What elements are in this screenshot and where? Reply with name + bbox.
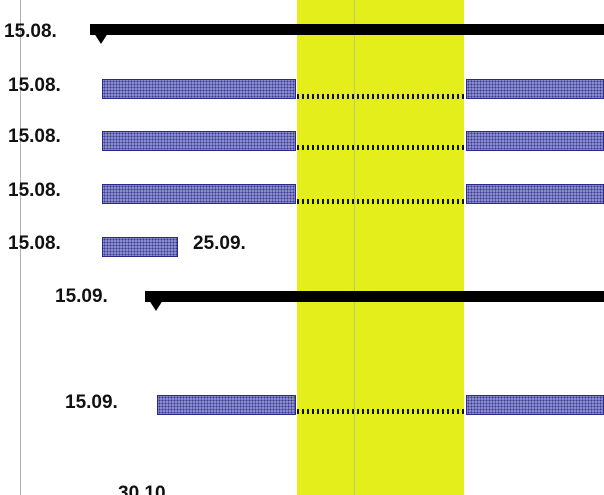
task-bar-segment[interactable] xyxy=(102,131,296,151)
task-start-label: 15.08. xyxy=(8,75,61,96)
task-bar[interactable] xyxy=(102,237,178,257)
task-bar-segment[interactable] xyxy=(466,184,604,204)
task-bar-segment[interactable] xyxy=(466,395,604,415)
task-bar-segment[interactable] xyxy=(157,395,296,415)
task-bar-segment[interactable] xyxy=(466,131,604,151)
task-start-label: 30.10. xyxy=(118,483,171,495)
summary-bar[interactable] xyxy=(90,24,604,35)
task-end-label: 25.09. xyxy=(193,233,246,254)
task-start-label: 15.09. xyxy=(65,392,118,413)
timeline-left-border xyxy=(20,0,21,495)
task-bar-segment[interactable] xyxy=(102,184,296,204)
task-split-indicator xyxy=(297,199,464,204)
summary-start-marker-icon xyxy=(147,291,165,311)
task-start-label: 15.08. xyxy=(8,126,61,147)
summary-bar[interactable] xyxy=(145,291,604,302)
task-start-label: 15.08. xyxy=(8,180,61,201)
time-gridline xyxy=(354,0,355,495)
task-split-indicator xyxy=(297,145,464,150)
task-split-indicator xyxy=(297,94,464,99)
summary-start-label: 15.08. xyxy=(4,21,57,42)
highlighted-time-range xyxy=(297,0,464,495)
task-start-label: 15.08. xyxy=(8,233,61,254)
summary-start-label: 15.09. xyxy=(55,286,108,307)
summary-start-marker-icon xyxy=(92,24,110,44)
task-split-indicator xyxy=(297,409,464,414)
task-bar-segment[interactable] xyxy=(102,79,296,99)
task-bar-segment[interactable] xyxy=(466,79,604,99)
